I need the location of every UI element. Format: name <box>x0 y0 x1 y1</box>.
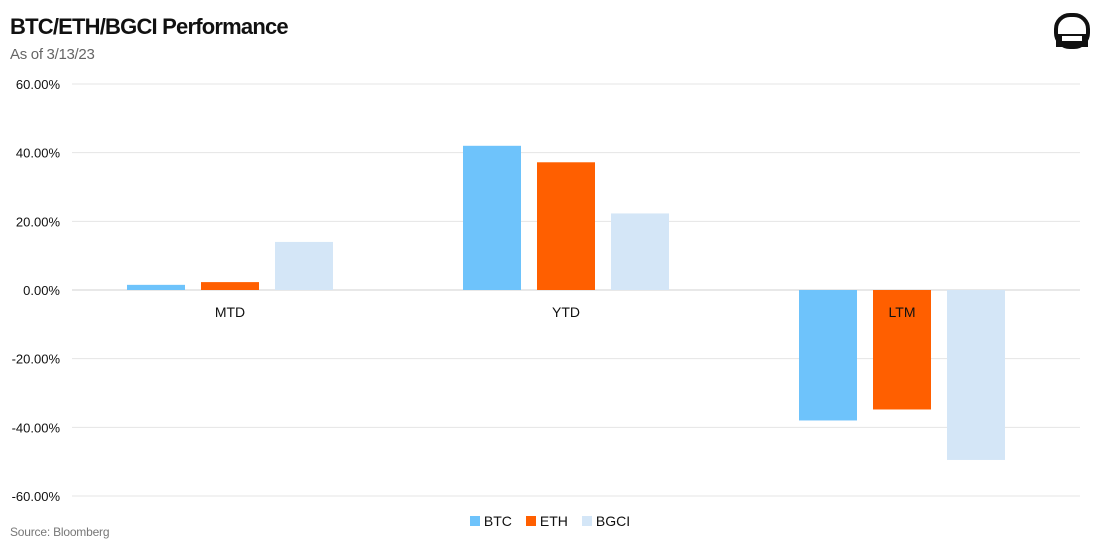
bar-bgci-mtd <box>275 241 333 290</box>
y-tick-label: 40.00% <box>16 146 61 161</box>
chart-legend: BTC ETH BGCI <box>0 513 1100 529</box>
legend-swatch <box>581 516 592 526</box>
chart-subtitle: As of 3/13/23 <box>10 46 95 63</box>
legend-label: BTC <box>483 513 512 529</box>
legend-item-btc: BTC <box>469 513 512 529</box>
bar-eth-ltm <box>873 290 931 410</box>
chart-title: BTC/ETH/BGCI Performance <box>10 14 289 39</box>
legend-swatch <box>525 516 536 526</box>
legend-item-eth: ETH <box>525 513 568 529</box>
bar-bgci-ytd <box>611 213 669 290</box>
y-tick-label: -20.00% <box>12 352 61 367</box>
y-tick-label: 0.00% <box>23 283 60 298</box>
bar-bgci-ltm <box>947 290 1005 460</box>
bar-btc-ytd <box>463 145 521 290</box>
legend-label: ETH <box>539 513 568 529</box>
bar-btc-mtd <box>127 284 185 290</box>
legend-swatch <box>469 516 480 526</box>
source-note: Source: Bloomberg <box>10 525 110 539</box>
y-tick-label: -60.00% <box>12 489 61 504</box>
category-label: LTM <box>889 304 916 320</box>
bar-btc-ltm <box>799 290 857 421</box>
legend-label: BGCI <box>595 513 631 529</box>
y-tick-label: -40.00% <box>12 420 61 435</box>
bar-eth-ytd <box>537 162 595 290</box>
rounded-square-logo-icon <box>1054 13 1090 49</box>
y-tick-label: 60.00% <box>16 77 61 92</box>
category-label: MTD <box>215 304 245 320</box>
y-tick-label: 20.00% <box>16 214 61 229</box>
legend-item-bgci: BGCI <box>581 513 631 529</box>
bar-eth-mtd <box>201 282 259 290</box>
category-label: YTD <box>552 304 580 320</box>
